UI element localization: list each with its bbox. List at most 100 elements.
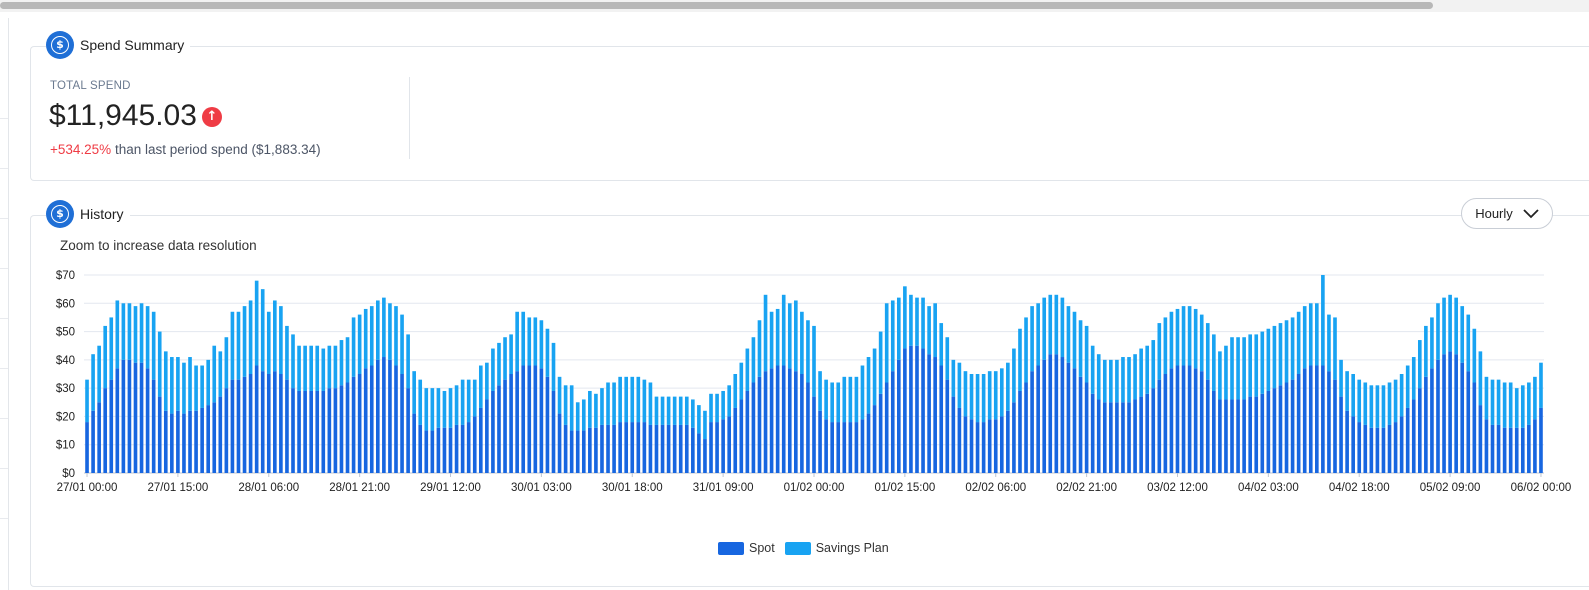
bar-spot xyxy=(1175,365,1180,473)
y-tick-label: $40 xyxy=(56,355,75,367)
bar-savings-plan xyxy=(333,345,338,389)
bar-savings-plan xyxy=(909,294,913,346)
bar-spot xyxy=(648,424,653,473)
bar-spot xyxy=(751,382,756,473)
bar-spot xyxy=(1242,399,1246,473)
bar-savings-plan xyxy=(1024,317,1028,383)
bar-spot xyxy=(909,345,913,473)
bar-savings-plan xyxy=(424,388,429,431)
bar-savings-plan xyxy=(691,399,695,428)
bar-savings-plan xyxy=(903,286,907,349)
legend-label-spot: Spot xyxy=(749,541,775,555)
bar-spot xyxy=(1054,354,1059,473)
bar-savings-plan xyxy=(860,365,865,420)
bar-savings-plan xyxy=(569,385,574,431)
bar-savings-plan xyxy=(1060,297,1065,358)
bar-spot xyxy=(327,388,332,473)
bar-savings-plan xyxy=(963,371,968,417)
bar-spot xyxy=(618,422,622,473)
bar-spot xyxy=(218,396,223,473)
bar-spot xyxy=(975,422,980,473)
bar-spot xyxy=(297,390,301,473)
bar-spot xyxy=(521,365,526,473)
bar-spot xyxy=(1333,379,1337,473)
bar-savings-plan xyxy=(539,320,544,369)
bar-spot xyxy=(672,424,677,473)
bar-spot xyxy=(485,399,489,473)
bar-spot xyxy=(351,376,356,473)
bar-savings-plan xyxy=(933,303,937,358)
bar-spot xyxy=(1381,427,1386,473)
scrollbar-thumb[interactable] xyxy=(0,2,1433,9)
bar-savings-plan xyxy=(775,308,780,366)
bar-spot xyxy=(1024,382,1028,473)
legend-item-savings-plan[interactable]: Savings Plan xyxy=(784,541,889,555)
bar-savings-plan xyxy=(594,393,598,428)
bar-spot xyxy=(497,385,501,473)
legend-item-spot[interactable]: Spot xyxy=(718,541,775,555)
bar-savings-plan xyxy=(612,382,616,425)
bar-savings-plan xyxy=(1315,303,1319,366)
x-tick-label: 02/02 21:00 xyxy=(1056,482,1117,494)
bar-spot xyxy=(478,407,483,473)
bar-spot xyxy=(1224,399,1228,473)
bar-spot xyxy=(1363,424,1368,473)
bar-savings-plan xyxy=(1072,311,1077,369)
bar-spot xyxy=(1315,365,1319,473)
bar-savings-plan xyxy=(1145,345,1150,394)
bar-savings-plan xyxy=(1163,317,1168,374)
bar-spot xyxy=(1012,402,1016,473)
bar-savings-plan xyxy=(1187,306,1192,366)
bar-spot xyxy=(757,376,762,473)
bar-savings-plan xyxy=(630,376,635,423)
bar-spot xyxy=(200,407,204,473)
bar-savings-plan xyxy=(1496,379,1501,425)
bar-savings-plan xyxy=(121,303,126,360)
horizontal-scrollbar[interactable] xyxy=(0,0,1589,12)
bar-savings-plan xyxy=(157,331,162,397)
bar-savings-plan xyxy=(1278,323,1283,386)
bar-spot xyxy=(1090,393,1095,473)
bar-spot xyxy=(1417,388,1422,473)
bar-spot xyxy=(448,427,453,473)
bar-spot xyxy=(527,365,532,473)
bar-spot xyxy=(430,430,435,473)
bar-savings-plan xyxy=(266,311,271,374)
bar-savings-plan xyxy=(285,325,289,380)
x-tick-label: 02/02 06:00 xyxy=(965,482,1026,494)
bar-spot xyxy=(1393,422,1398,473)
bar-spot xyxy=(1018,390,1022,473)
resolution-dropdown[interactable]: Hourly xyxy=(1461,198,1553,229)
bar-spot xyxy=(1078,376,1083,473)
bar-spot xyxy=(1030,371,1034,473)
bar-spot xyxy=(890,371,895,473)
bar-spot xyxy=(957,407,962,473)
y-tick-label: $60 xyxy=(56,298,75,310)
bar-savings-plan xyxy=(763,294,768,372)
bar-savings-plan xyxy=(945,337,950,380)
bar-spot xyxy=(388,359,392,473)
bar-savings-plan xyxy=(1254,334,1259,397)
bar-spot xyxy=(594,427,598,473)
bar-savings-plan xyxy=(884,303,889,383)
bar-spot xyxy=(1169,368,1174,473)
bar-spot xyxy=(606,424,610,473)
bar-spot xyxy=(85,422,89,473)
bar-spot xyxy=(806,382,810,473)
x-tick-label: 05/02 09:00 xyxy=(1420,482,1481,494)
bar-savings-plan xyxy=(757,320,762,377)
bar-savings-plan xyxy=(515,311,519,372)
bar-savings-plan xyxy=(315,345,320,391)
bar-savings-plan xyxy=(454,385,459,425)
bar-spot xyxy=(206,405,211,473)
bar-spot xyxy=(127,359,132,473)
bar-savings-plan xyxy=(1248,334,1252,397)
bar-savings-plan xyxy=(230,311,235,380)
bar-savings-plan xyxy=(1205,323,1210,380)
bar-spot xyxy=(848,422,853,473)
bar-savings-plan xyxy=(781,294,786,366)
bar-savings-plan xyxy=(1078,320,1083,377)
bar-savings-plan xyxy=(1375,385,1380,428)
y-tick-label: $50 xyxy=(56,327,75,339)
